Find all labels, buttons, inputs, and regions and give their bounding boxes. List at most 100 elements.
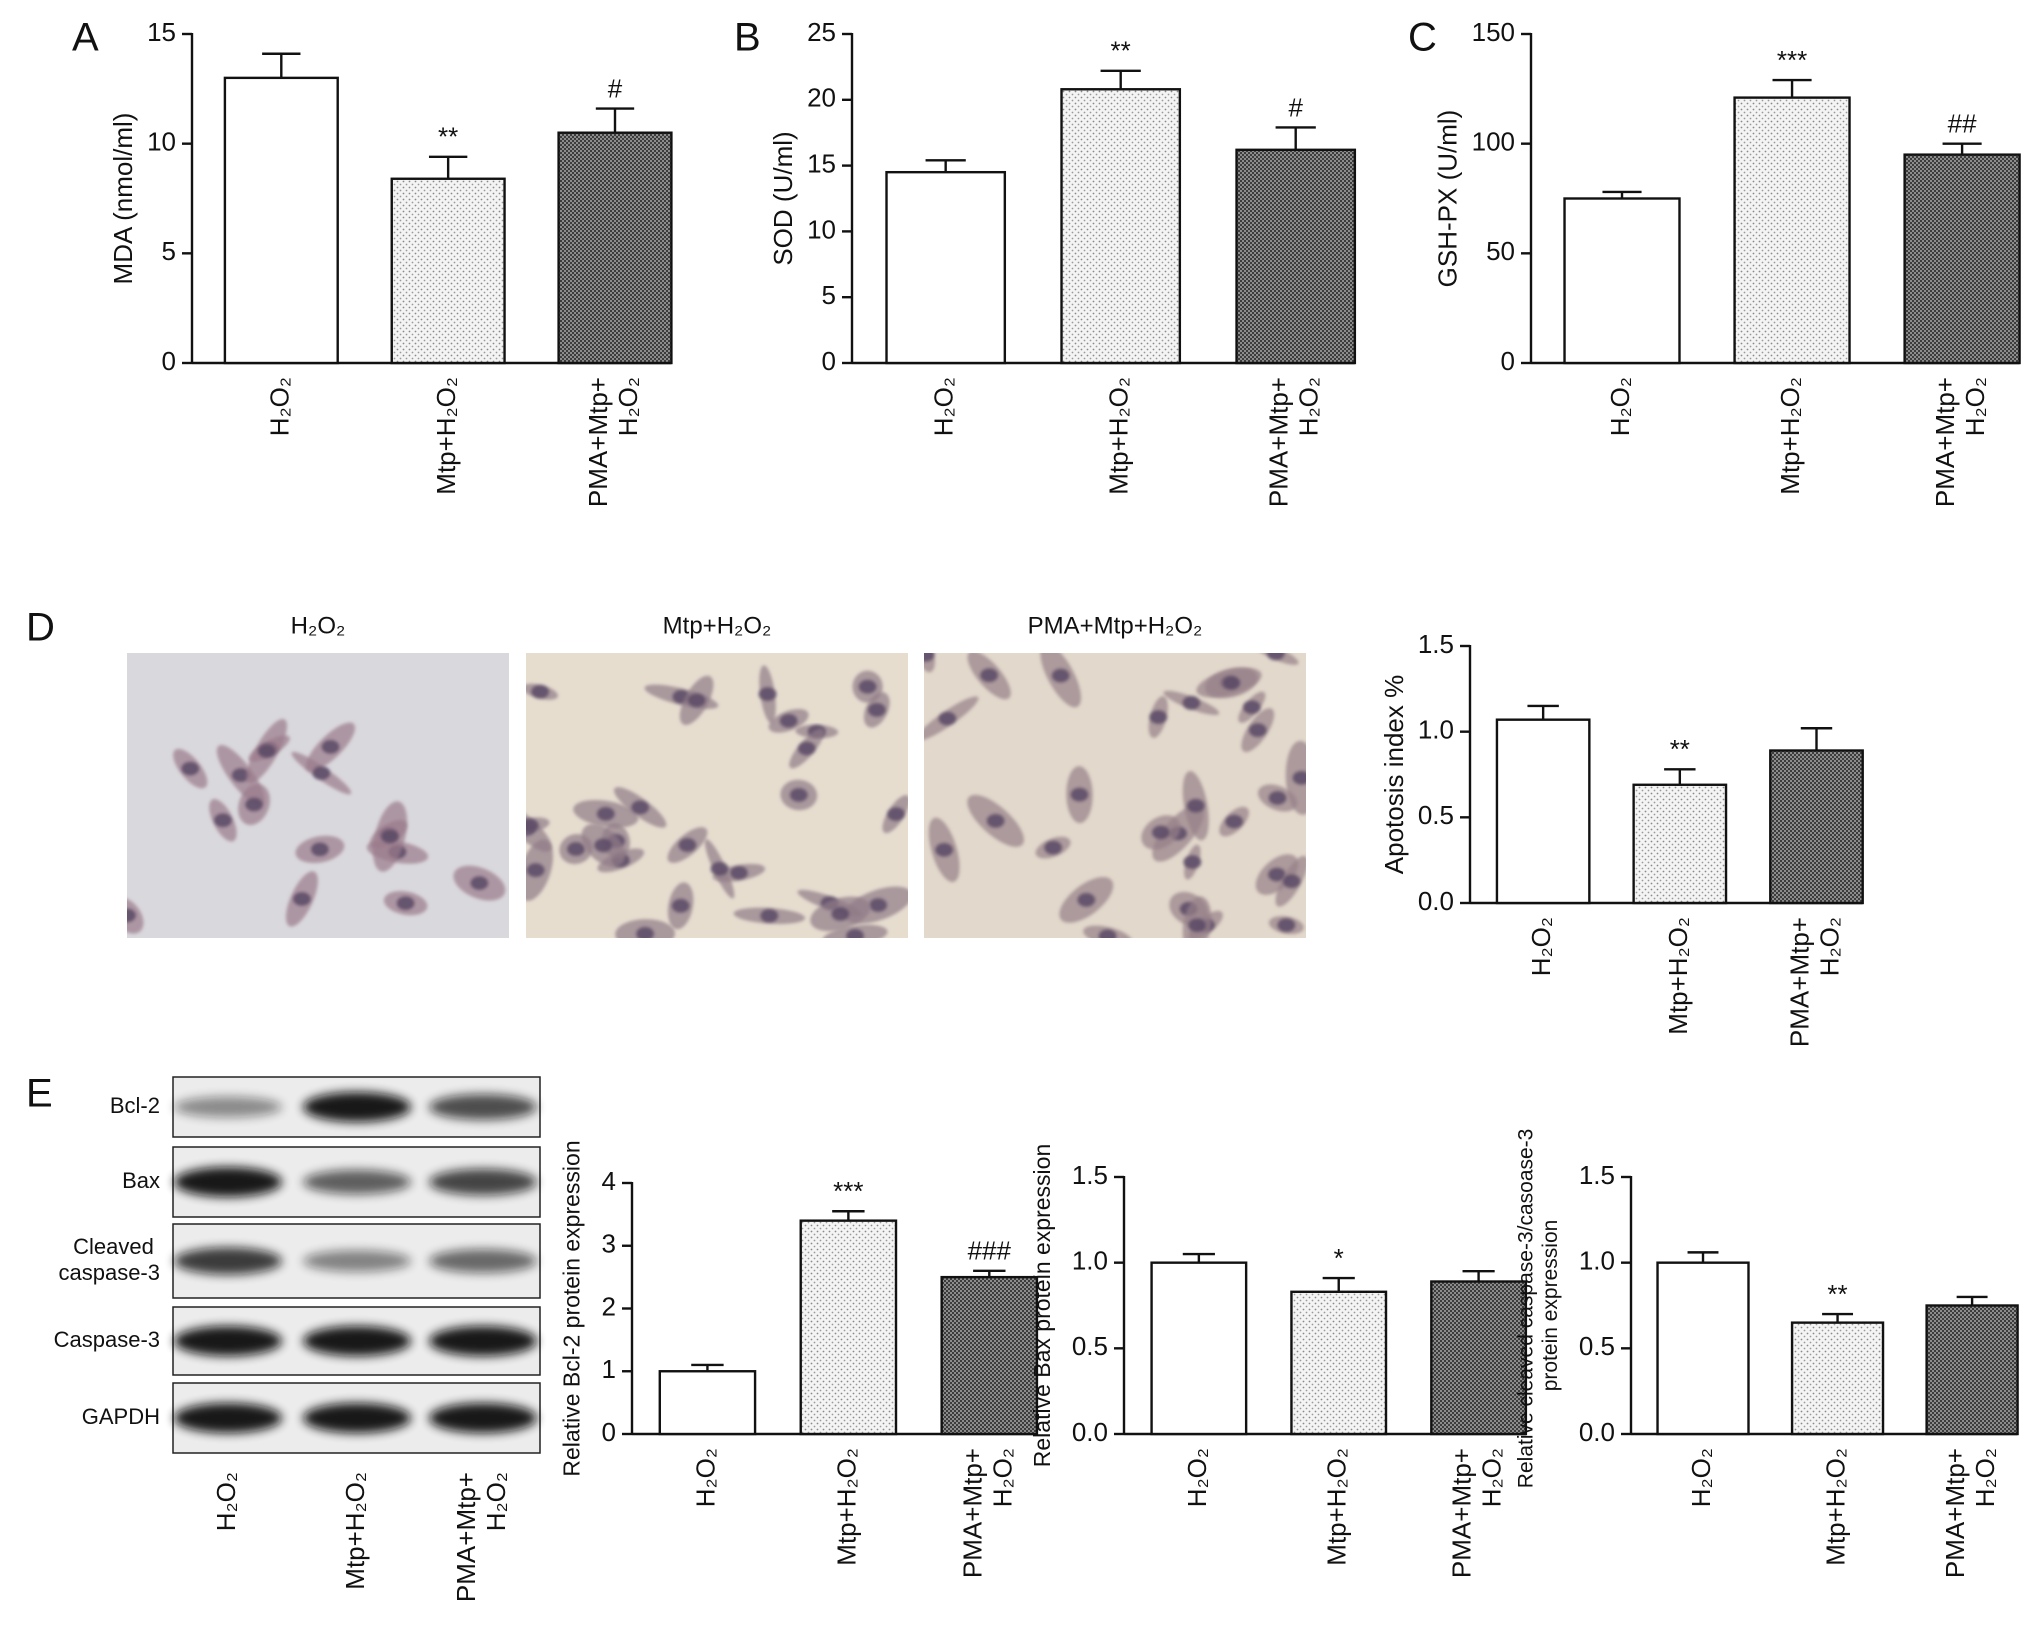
cell xyxy=(1255,854,1299,895)
bar xyxy=(1790,1321,1885,1436)
cell xyxy=(780,779,818,811)
micrograph xyxy=(924,653,1306,938)
cell xyxy=(1238,691,1266,723)
x-tick-label: H₂O₂ xyxy=(1526,917,1556,976)
y-tick-label: 4 xyxy=(602,1166,616,1196)
cell xyxy=(291,751,352,795)
blot-lane-label: H₂O₂ xyxy=(211,1472,241,1531)
bar xyxy=(1430,1280,1528,1436)
y-tick-label: 2 xyxy=(602,1291,616,1321)
y-axis-label: Relative Bcl-2 protein expression xyxy=(559,1140,585,1476)
x-tick-label: Mtp+H₂O₂ xyxy=(1775,377,1805,495)
y-axis-label: Relative cleaved caspase-3/casoase-3 pro… xyxy=(1514,1123,1561,1488)
y-axis-label: SOD (U/ml) xyxy=(768,131,798,265)
cell xyxy=(1035,836,1071,859)
cell xyxy=(1163,690,1220,716)
image-caption: Mtp+H₂O₂ xyxy=(663,612,772,639)
x-tick-label: Mtp+H₂O₂ xyxy=(831,1448,861,1566)
cell xyxy=(1183,844,1202,880)
blot-band xyxy=(429,1249,537,1273)
y-tick-label: 1.5 xyxy=(1418,629,1454,659)
cell xyxy=(1066,766,1093,824)
cell xyxy=(613,787,667,828)
bar xyxy=(940,1275,1039,1436)
y-axis-label: GSH-PX (U/ml) xyxy=(1432,110,1462,288)
significance-label: *** xyxy=(833,1176,863,1206)
cell xyxy=(863,692,890,728)
panel-label: A xyxy=(72,16,99,60)
y-tick-label: 0 xyxy=(822,346,836,376)
bar xyxy=(799,1219,898,1436)
bar xyxy=(1632,783,1728,905)
x-tick-label: H₂O₂ xyxy=(264,377,294,436)
y-tick-label: 15 xyxy=(147,17,176,47)
y-tick-label: 5 xyxy=(822,280,836,310)
x-tick-label: PMA+Mtp+H₂O₂ xyxy=(957,1448,1017,1578)
bar xyxy=(223,76,339,365)
cell xyxy=(573,799,639,828)
y-tick-label: 100 xyxy=(1472,127,1515,157)
y-tick-label: 1.0 xyxy=(1579,1246,1615,1276)
blot-band xyxy=(303,1092,411,1122)
cell xyxy=(285,871,318,927)
bar xyxy=(885,170,1007,365)
cell xyxy=(924,653,935,673)
bar xyxy=(1925,1304,2019,1436)
cell xyxy=(758,665,777,723)
cell xyxy=(526,839,554,901)
blot-band xyxy=(174,1326,282,1356)
x-tick-label: Mtp+H₂O₂ xyxy=(1820,1448,1850,1566)
blot-row-label: Cleaved caspase-3 xyxy=(58,1234,160,1285)
cell xyxy=(882,795,908,834)
x-tick-label: PMA+Mtp+H₂O₂ xyxy=(1930,377,1990,507)
cell xyxy=(928,817,960,883)
cell xyxy=(1253,653,1299,665)
bar xyxy=(1495,718,1591,905)
y-tick-label: 0.5 xyxy=(1072,1331,1108,1361)
x-tick-label: PMA+Mtp+H₂O₂ xyxy=(1264,377,1324,507)
x-tick-label: PMA+Mtp+H₂O₂ xyxy=(583,377,643,507)
blot-row-label: Bax xyxy=(122,1168,160,1193)
cell xyxy=(526,683,559,700)
blot-lane-label: PMA+Mtp+H₂O₂ xyxy=(451,1472,511,1602)
cell xyxy=(1219,806,1250,837)
y-tick-label: 10 xyxy=(147,127,176,157)
cell xyxy=(1241,708,1275,753)
blot-band xyxy=(303,1250,411,1272)
y-tick-label: 0.0 xyxy=(1418,886,1454,916)
bar xyxy=(1563,197,1681,365)
cell xyxy=(667,882,694,930)
y-tick-label: 1.0 xyxy=(1072,1246,1108,1276)
cell xyxy=(789,728,825,769)
blot-band xyxy=(174,1247,282,1275)
blot-band xyxy=(303,1169,411,1195)
cell xyxy=(967,794,1024,847)
cell xyxy=(127,897,144,934)
blot-band xyxy=(303,1326,411,1356)
micrograph xyxy=(526,653,908,938)
bar xyxy=(1235,148,1357,365)
cell xyxy=(526,817,550,834)
blot-band xyxy=(429,1326,537,1356)
y-tick-label: 50 xyxy=(1486,236,1515,266)
panel-label: B xyxy=(734,16,761,60)
cell xyxy=(615,919,675,938)
x-tick-label: H₂O₂ xyxy=(1182,1448,1212,1507)
cell xyxy=(173,748,208,789)
y-axis-label: Relative Bax protein expression xyxy=(1029,1144,1055,1467)
significance-label: ### xyxy=(968,1236,1012,1266)
micrograph xyxy=(127,653,509,938)
panel-label: D xyxy=(26,606,55,650)
bar xyxy=(1290,1290,1388,1436)
blot-row-label: Caspase-3 xyxy=(54,1327,160,1352)
y-tick-label: 0 xyxy=(602,1417,616,1447)
blot-lane-label: Mtp+H₂O₂ xyxy=(340,1472,370,1590)
blot-row-label: GAPDH xyxy=(82,1404,160,1429)
y-tick-label: 0 xyxy=(162,346,176,376)
y-tick-label: 0.5 xyxy=(1579,1331,1615,1361)
y-tick-label: 1.5 xyxy=(1579,1160,1615,1190)
y-tick-label: 0.0 xyxy=(1072,1417,1108,1447)
cell xyxy=(1182,771,1209,841)
